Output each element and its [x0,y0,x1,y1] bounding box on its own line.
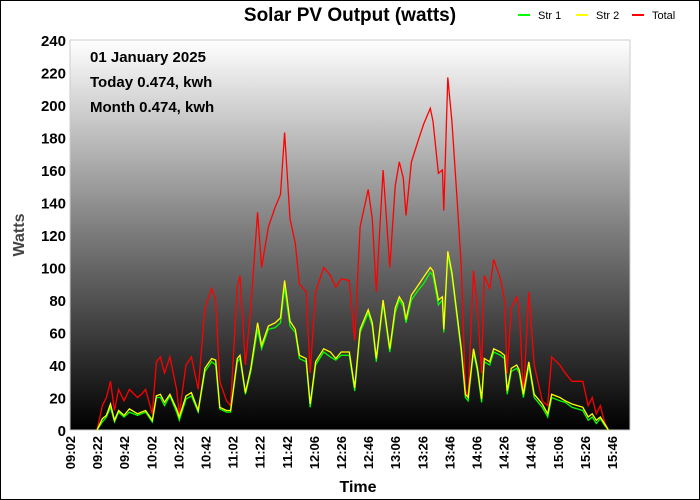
y-tick-label: 60 [49,326,66,343]
legend-label: Str 1 [538,10,561,22]
y-tick-label: 100 [41,261,66,278]
y-tick-label: 80 [49,293,66,310]
x-tick-label: 10:22 [171,436,186,469]
x-tick-label: 12:46 [361,436,376,469]
x-tick-label: 15:06 [551,436,566,469]
x-tick-label: 11:42 [280,436,295,469]
x-tick-label: 11:22 [253,436,268,469]
annotation-today: Today 0.474, kwh [90,74,212,91]
x-tick-label: 09:22 [90,436,105,469]
series-line-str-2 [96,251,609,431]
annotation-date: 01 January 2025 [90,49,206,66]
legend: Str 1 Str 2 Total [518,10,675,22]
y-axis-label: Watts [11,213,28,256]
y-tick-label: 20 [49,391,66,408]
y-tick-label: 40 [49,358,66,375]
y-tick-label: 220 [41,66,66,83]
x-tick-label: 15:46 [605,436,620,469]
y-tick-label: 180 [41,131,66,148]
x-tick-label: 13:26 [415,436,430,469]
annotation-month: Month 0.474, kwh [90,99,214,116]
x-tick-label: 14:26 [497,436,512,469]
x-tick-label: 12:06 [307,436,322,469]
y-tick-label: 200 [41,98,66,115]
y-tick-label: 140 [41,196,66,213]
x-tick-label: 11:02 [226,436,241,469]
x-tick-label: 14:46 [524,436,539,469]
x-tick-label: 15:26 [578,436,593,469]
x-tick-label: 09:02 [63,436,78,469]
legend-label: Str 2 [596,10,619,22]
x-tick-label: 09:42 [117,436,132,469]
y-tick-label: 120 [41,228,66,245]
y-tick-label: 160 [41,163,66,180]
plot-area [69,39,631,431]
x-axis-label: Time [339,479,376,496]
series-lines [96,77,609,431]
x-tick-label: 10:02 [144,436,159,469]
x-tick-label: 13:46 [442,436,457,469]
x-tick-label: 12:26 [334,436,349,469]
x-axis: 09:02 09:22 09:42 10:02 10:22 10:42 11:02 11:22… [63,436,620,469]
series-line-total [96,77,609,431]
x-tick-label: 13:06 [388,436,403,469]
x-tick-label: 10:42 [199,436,214,469]
y-tick-label: 0 [58,423,66,440]
chart-title: Solar PV Output (watts) [244,5,456,26]
y-tick-label: 240 [41,33,66,50]
y-axis: 0 20 40 60 80 100 120 140 160 180 200 220 240 [41,33,66,440]
x-tick-label: 14:06 [470,436,485,469]
legend-label: Total [652,10,675,22]
